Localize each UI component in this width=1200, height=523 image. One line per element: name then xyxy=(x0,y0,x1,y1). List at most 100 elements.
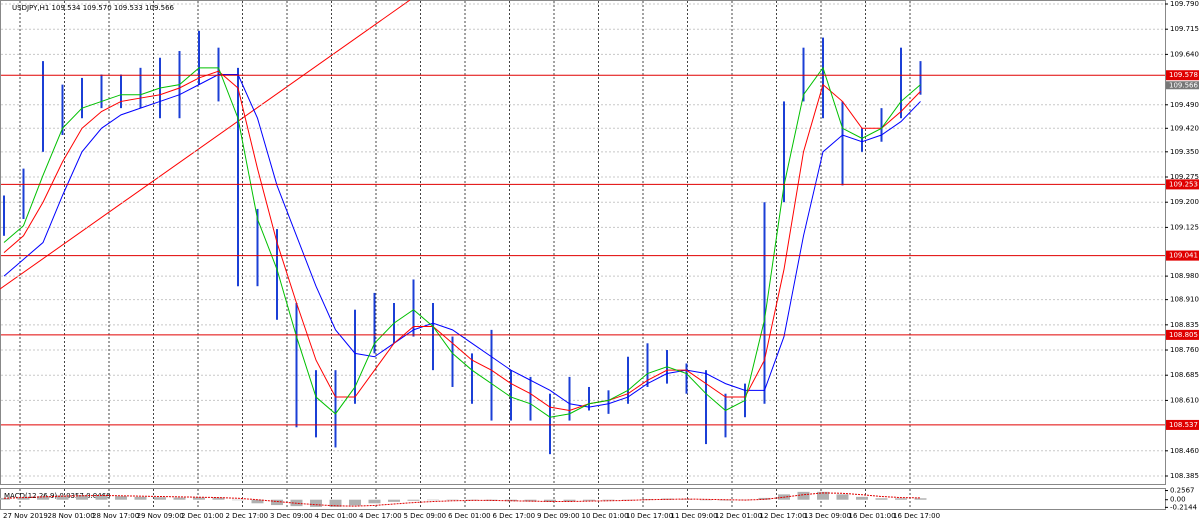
x-tick-label: 29 Nov 09:00 xyxy=(137,512,184,520)
macd-histogram-bar xyxy=(524,499,537,502)
level-label: 109.041 xyxy=(1169,252,1198,260)
y-tick-label: 109.350 xyxy=(1170,148,1199,156)
macd-histogram-bar xyxy=(602,499,615,501)
macd-histogram-bar xyxy=(329,499,342,507)
current-price-label: 109.566 xyxy=(1169,81,1198,89)
macd-histogram-bar xyxy=(37,496,49,500)
y-tick-label: 108.760 xyxy=(1170,346,1199,354)
main-panel xyxy=(0,0,1166,485)
macd-histogram-bar xyxy=(446,499,459,501)
macd-histogram-bar xyxy=(407,499,420,501)
y-tick-label: 109.790 xyxy=(1170,0,1199,8)
x-tick-label: 6 Dec 01:00 xyxy=(448,512,491,520)
macd-histogram-bar xyxy=(427,499,439,501)
macd-histogram-bar xyxy=(563,499,576,502)
y-tick-label: 109.640 xyxy=(1170,50,1199,58)
macd-histogram-bar xyxy=(485,499,498,501)
y-tick-label: 108.385 xyxy=(1170,472,1199,480)
y-tick-label: 108.835 xyxy=(1170,321,1199,329)
macd-histogram-bar xyxy=(212,497,225,500)
macd-histogram-bar xyxy=(310,499,322,507)
x-tick-label: 16 Dec 01:00 xyxy=(849,512,896,520)
current-price-box xyxy=(1166,81,1199,90)
y-tick-label: 109.125 xyxy=(1170,223,1199,231)
x-tick-label: 11 Dec 09:00 xyxy=(671,512,718,520)
macd-histogram-bar xyxy=(56,495,69,500)
x-tick-label: 9 Dec 09:00 xyxy=(537,512,580,520)
level-label-box xyxy=(1166,179,1199,190)
macd-histogram-bar xyxy=(817,491,829,500)
macd-histogram-bar xyxy=(173,497,186,500)
macd-histogram-bar xyxy=(856,496,868,500)
macd-histogram-bar xyxy=(875,498,888,500)
macd-histogram-bar xyxy=(349,499,361,506)
x-tick-label: 28 Nov 17:00 xyxy=(92,512,139,520)
y-tick-label: 109.490 xyxy=(1170,101,1199,109)
y-tick-label: 108.610 xyxy=(1170,396,1199,404)
y-tick-label: 108.460 xyxy=(1170,447,1199,455)
level-label-box xyxy=(1166,70,1199,81)
macd-histogram-bar xyxy=(895,498,907,500)
level-label-box xyxy=(1166,419,1199,430)
y-tick-label: 108.980 xyxy=(1170,272,1199,280)
x-tick-label: 3 Dec 09:00 xyxy=(270,512,313,520)
y-tick-label: 109.200 xyxy=(1170,198,1199,206)
level-label: 109.578 xyxy=(1169,71,1198,79)
macd-histogram-bar xyxy=(251,499,264,504)
macd-histogram-bar xyxy=(388,499,400,502)
macd-histogram-bar xyxy=(271,499,283,506)
macd-histogram-bar xyxy=(680,499,693,500)
macd-histogram-bar xyxy=(797,491,810,500)
macd-tick-label: 0.00 xyxy=(1170,496,1186,504)
macd-tick-label: 0.2567 xyxy=(1170,487,1195,495)
level-label: 108.537 xyxy=(1169,421,1198,429)
x-tick-label: 28 Nov 01:00 xyxy=(48,512,95,520)
x-tick-label: 12 Dec 01:00 xyxy=(715,512,762,520)
macd-histogram-bar xyxy=(758,497,771,500)
macd-histogram-bar xyxy=(17,496,30,500)
x-tick-label: 16 Dec 17:00 xyxy=(893,512,940,520)
macd-histogram-bar xyxy=(641,499,654,500)
macd-histogram-bar xyxy=(914,498,927,500)
y-tick-label: 108.910 xyxy=(1170,296,1199,304)
x-tick-label: 6 Dec 17:00 xyxy=(493,512,536,520)
chart-title: USDJPY,H1 109.534 109.570 109.533 109.56… xyxy=(12,4,175,12)
x-tick-label: 2 Dec 17:00 xyxy=(226,512,269,520)
x-tick-label: 12 Dec 17:00 xyxy=(760,512,807,520)
x-tick-label: 4 Dec 01:00 xyxy=(315,512,358,520)
x-tick-label: 27 Nov 2019 xyxy=(3,512,48,520)
macd-histogram-bar xyxy=(836,494,849,500)
macd-histogram-bar xyxy=(0,497,10,500)
x-tick-label: 2 Dec 01:00 xyxy=(181,512,224,520)
y-tick-label: 109.715 xyxy=(1170,25,1199,33)
macd-histogram-bar xyxy=(583,499,595,501)
level-label: 109.253 xyxy=(1169,180,1198,188)
macd-histogram-bar xyxy=(232,499,244,501)
y-tick-label: 109.420 xyxy=(1170,124,1199,132)
x-tick-label: 10 Dec 17:00 xyxy=(626,512,673,520)
y-tick-label: 109.275 xyxy=(1170,173,1199,181)
x-tick-label: 13 Dec 09:00 xyxy=(804,512,851,520)
macd-histogram-bar xyxy=(115,496,127,500)
level-label-box xyxy=(1166,250,1199,261)
macd-histogram-bar xyxy=(134,496,147,500)
y-tick-label: 108.685 xyxy=(1170,371,1199,379)
moving-average xyxy=(3,70,921,412)
macd-histogram-bar xyxy=(700,499,712,501)
macd-histogram-bar xyxy=(544,499,556,502)
trend-line xyxy=(0,0,411,290)
moving-average xyxy=(3,66,921,418)
macd-histogram-bar xyxy=(95,495,108,500)
moving-average xyxy=(3,74,921,408)
level-label-box xyxy=(1166,329,1199,340)
x-tick-label: 10 Dec 01:00 xyxy=(582,512,629,520)
x-tick-label: 4 Dec 17:00 xyxy=(359,512,402,520)
macd-histogram-bar xyxy=(76,495,88,500)
macd-histogram-bar xyxy=(719,499,732,501)
macd-histogram-bar xyxy=(193,497,205,500)
x-tick-label: 5 Dec 09:00 xyxy=(404,512,447,520)
macd-tick-label: -0.2144 xyxy=(1170,503,1198,511)
macd-histogram-bar xyxy=(368,499,381,504)
macd-histogram-bar xyxy=(154,497,166,500)
